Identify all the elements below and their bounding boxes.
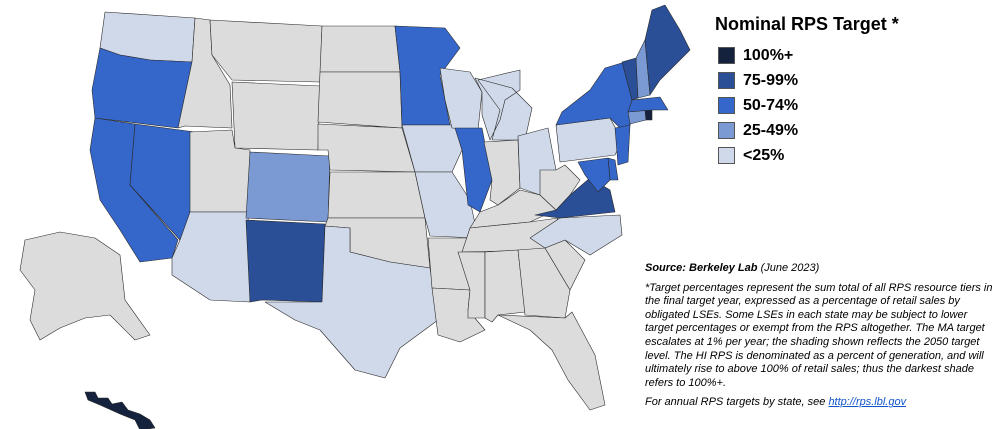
state-mt: [209, 19, 323, 83]
state-sd: [317, 71, 403, 129]
state-tx: [264, 225, 439, 379]
source-label: Source: Berkeley Lab: [645, 262, 758, 274]
state-ma: [627, 96, 669, 113]
state-hi: [84, 391, 156, 429]
state-ia: [401, 124, 463, 173]
state-pa: [555, 117, 623, 163]
state-me: [644, 4, 691, 96]
state-nm: [245, 219, 326, 303]
state-ri: [644, 109, 653, 121]
legend-item: 50-74%: [715, 93, 899, 118]
state-md: [577, 157, 611, 193]
legend-item: 100%+: [715, 43, 899, 68]
state-ga: [517, 247, 571, 319]
footnote: *Target percentages represent the sum to…: [645, 281, 993, 389]
legend-item: <25%: [715, 143, 899, 168]
legend-swatch: [718, 122, 735, 139]
state-co: [245, 151, 331, 223]
state-wv: [539, 164, 581, 211]
legend-title: Nominal RPS Target *: [715, 14, 899, 34]
notes: Source: Berkeley Lab (June 2023) *Target…: [645, 262, 995, 416]
source-date: (June 2023): [760, 262, 820, 274]
state-ct: [627, 109, 647, 125]
legend-swatch: [718, 47, 735, 64]
state-ne: [317, 123, 416, 173]
state-ak: [19, 231, 151, 341]
legend-swatch: [718, 147, 735, 164]
legend-label: 25-49%: [743, 121, 799, 139]
legend-item: 75-99%: [715, 68, 899, 93]
legend-label: 100%+: [743, 46, 794, 64]
rps-link[interactable]: http://rps.lbl.gov: [828, 396, 907, 409]
legend: Nominal RPS Target * 100%+ 75-99% 50-74% 25…: [715, 14, 899, 168]
state-mi: [474, 69, 533, 141]
legend-label: <25%: [743, 146, 785, 164]
us-states-map: [19, 4, 691, 429]
state-fl: [497, 311, 606, 411]
legend-label: 75-99%: [743, 71, 799, 89]
legend-swatch: [718, 97, 735, 114]
state-nj: [614, 124, 631, 166]
legend-item: 25-49%: [715, 118, 899, 143]
state-wy: [231, 81, 321, 151]
state-ks: [327, 171, 426, 219]
link-prefix: For annual RPS targets by state, see: [645, 396, 829, 409]
state-nd: [319, 25, 401, 73]
state-nc: [529, 214, 623, 256]
legend-label: 50-74%: [743, 96, 799, 114]
legend-swatch: [718, 72, 735, 89]
